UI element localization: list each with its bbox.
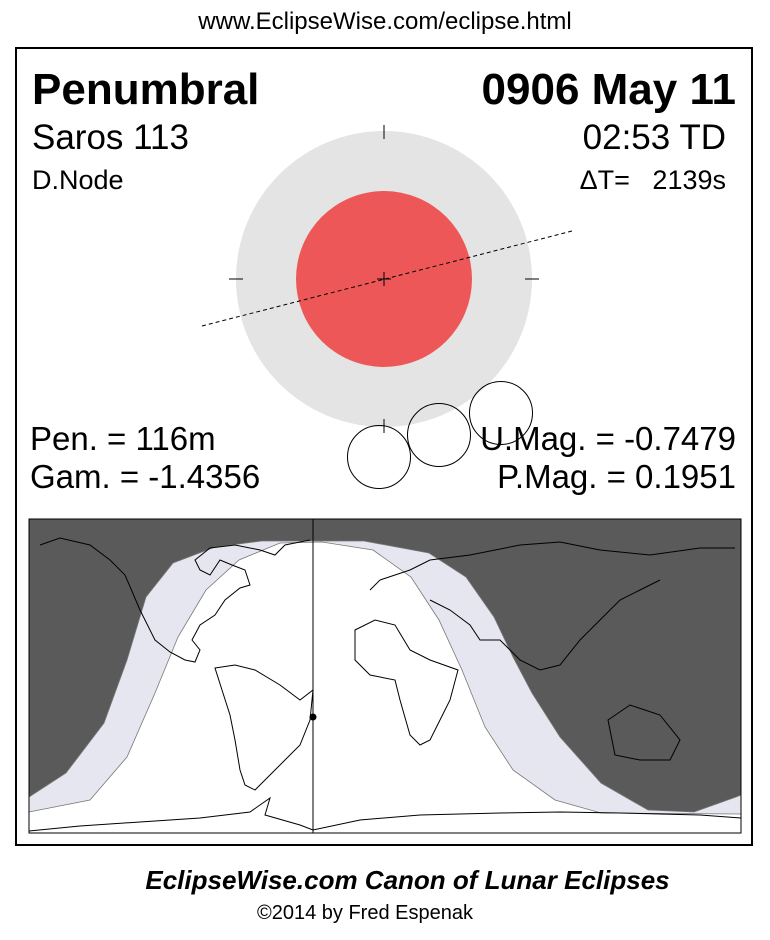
copyright: ©2014 by Fred Espenak: [257, 902, 473, 924]
saros-number: Saros 113: [32, 118, 189, 157]
africa: [354, 619, 459, 746]
axis-ticks: [229, 125, 539, 433]
antarctica: [28, 796, 742, 832]
delta-t: ΔT= 2139s: [579, 165, 726, 195]
australia: [607, 704, 681, 761]
umbral-magnitude: U.Mag. = -0.7479: [480, 420, 736, 457]
url-header[interactable]: www.EclipseWise.com/eclipse.html: [198, 8, 572, 35]
coastlines: [28, 537, 742, 832]
sublunar-point: [309, 713, 317, 721]
penumbral-magnitude: P.Mag. = 0.1951: [497, 458, 736, 495]
eclipse-type: Penumbral: [32, 65, 260, 114]
eclipse-time: 02:53 TD: [582, 118, 726, 157]
penumbral-duration: Pen. = 116m: [30, 420, 216, 457]
moon-path-line: [201, 230, 573, 327]
plate-frame: [15, 47, 753, 846]
eclipse-date: 0906 May 11: [481, 65, 736, 114]
map-border: [28, 518, 742, 834]
north-america: [39, 537, 311, 663]
moon-greatest-eclipse: [407, 403, 471, 467]
moon-last-contact: [469, 381, 533, 445]
node: D.Node: [32, 165, 124, 195]
visibility-map: [28, 518, 742, 834]
south-america: [214, 664, 314, 791]
moon-first-contact: [347, 425, 411, 489]
gamma: Gam. = -1.4356: [30, 458, 261, 495]
europe-asia: [369, 541, 735, 671]
footer-title: EclipseWise.com Canon of Lunar Eclipses: [145, 865, 670, 895]
full-visibility-zone: [28, 541, 742, 834]
